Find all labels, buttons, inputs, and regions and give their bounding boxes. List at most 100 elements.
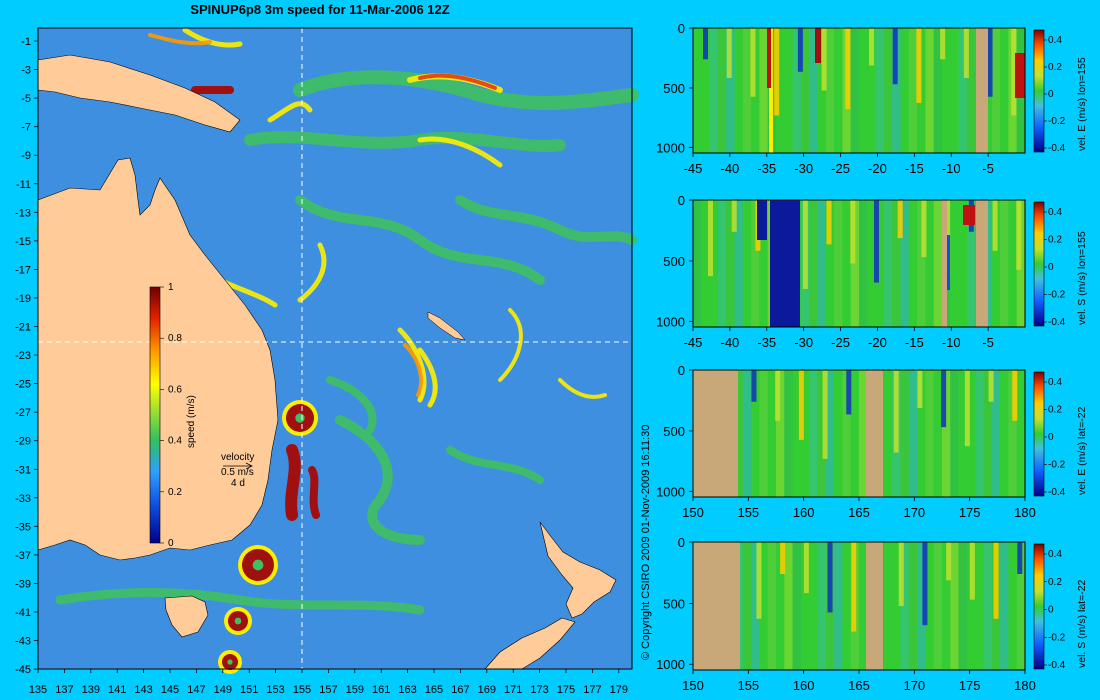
lat-tick-label: -25 [15,379,31,391]
speed-colorbar-tick: 0.4 [168,436,182,447]
speed-colorbar-tick: 1 [168,282,174,293]
section-panel-1: 0 500 1000 -45 -40 -35 -30 -25 -20 -15 -10 -5 0.4 0.2… [656,21,1088,176]
lat-tick-label: -21 [15,322,31,334]
bathymetry-mask [976,28,988,153]
lon-tick-label: 161 [372,684,390,696]
section-panel-2: 0 500 1000 -45 -40 -35 -30 -25 -20 -15 -10 -5 0.4 0.2… [656,193,1088,350]
velocity-colorbar [1033,371,1045,497]
velocity-key-value: 0.5 m/s [221,467,254,478]
map-frame [37,27,633,670]
speed-colorbar-tick: 0 [168,538,174,549]
lat-tick-label: -9 [21,150,31,162]
copyright-text: © Copyright CSIRO 2009 01-Nov-2009 16:11… [640,424,652,660]
section-x-tick-label: 160 [793,505,815,520]
speed-colorbar-tick: 0.2 [168,487,182,498]
section-panels: 0 500 1000 -45 -40 -35 -30 -25 -20 -15 -10 -5 0.4 0.2… [656,21,1088,693]
section-x-tick-label: -30 [794,161,813,176]
section-x-tick-label: -40 [720,335,739,350]
velocity-colorbar-tick: 0.4 [1048,549,1062,560]
lon-tick-label: 173 [530,684,548,696]
lat-tick-label: -43 [15,636,31,648]
lon-tick-label: 167 [451,684,469,696]
depth-tick-label: 1000 [656,657,685,672]
bathymetry-mask [866,542,883,670]
section-x-tick-label: 155 [737,505,759,520]
velocity-colorbar-tick: 0.4 [1048,207,1062,218]
longitude-ticks: 135 137 139 141 143 145 147 149 151 153 155 157 159 1… [29,669,628,696]
section-x-tick-label: 165 [848,678,870,693]
lon-tick-label: 175 [557,684,575,696]
section-x-tick-label: 175 [959,505,981,520]
lat-tick-label: -3 [21,65,31,77]
section-x-tick-label: -45 [684,335,703,350]
velocity-colorbar-tick: -0.2 [1048,116,1066,127]
velocity-key-arrowhead [245,462,253,470]
section-x-tick-label: 150 [682,505,704,520]
tasmania-land [164,595,209,638]
lat-tick-label: -7 [21,122,31,134]
velocity-colorbar-tick: -0.2 [1048,460,1066,471]
velocity-colorbar-tick: 0.2 [1048,405,1062,416]
bathymetry-mask [693,542,740,670]
section-x-tick-label: 175 [959,678,981,693]
lat-tick-label: -15 [15,236,31,248]
lon-tick-label: 137 [55,684,73,696]
lat-tick-label: -45 [15,664,31,676]
velocity-colorbar [1033,201,1045,327]
lon-tick-label: 145 [161,684,179,696]
lon-tick-label: 141 [108,684,126,696]
lon-tick-label: 155 [293,684,311,696]
velocity-colorbar-tick: -0.4 [1048,487,1066,498]
depth-tick-label: 500 [663,596,685,611]
lat-tick-label: -41 [15,607,31,619]
section-x-tick-label: 180 [1014,678,1036,693]
section-x-tick-label: -15 [905,161,924,176]
section-x-tick-label: -35 [757,161,776,176]
depth-tick-label: 500 [663,81,685,96]
section-x-tick-label: -5 [982,335,994,350]
velocity-colorbar-tick: 0.2 [1048,235,1062,246]
lon-tick-label: 151 [240,684,258,696]
speed-colorbar-tick: 0.8 [168,333,182,344]
section-x-tick-label: 165 [848,505,870,520]
lon-tick-label: 163 [398,684,416,696]
velocity-colorbar-tick: 0 [1048,262,1054,273]
depth-tick-label: 0 [678,21,685,36]
speed-colorbar [149,286,161,544]
section-x-tick-label: -5 [982,161,994,176]
section-x-tick-label: -25 [831,161,850,176]
lon-tick-label: 169 [478,684,496,696]
section-panel-3: 0 500 1000 150 155 160 165 170 175 180 0.4 0.2 0 -0.2… [656,363,1088,520]
depth-tick-label: 500 [663,424,685,439]
lat-tick-label: -33 [15,493,31,505]
depth-tick-label: 0 [678,363,685,378]
lat-tick-label: -27 [15,407,31,419]
velocity-colorbar-tick: -0.4 [1048,660,1066,671]
lon-tick-label: 179 [610,684,628,696]
section-x-tick-label: -15 [905,335,924,350]
bathymetry-mask [866,370,883,497]
speed-colorbar-label: speed (m/s) [186,395,197,448]
depth-tick-label: 0 [678,193,685,208]
lat-tick-label: -39 [15,578,31,590]
lon-tick-label: 139 [82,684,100,696]
lat-tick-label: -17 [15,264,31,276]
section-x-tick-label: -40 [720,161,739,176]
lon-tick-label: 177 [583,684,601,696]
velocity-colorbar-tick: 0 [1048,89,1054,100]
panel-frame [692,199,1026,328]
lat-tick-label: -35 [15,521,31,533]
section-x-tick-label: -20 [868,161,887,176]
lat-tick-label: -31 [15,464,31,476]
bathymetry-mask [942,200,947,327]
section-x-tick-label: -20 [868,335,887,350]
section-panel-4: 0 500 1000 150 155 160 165 170 175 180 0.4 0.2 0 -0.2… [656,535,1088,693]
panel-ylabel: vel. E (m/s) lon=155 [1076,57,1088,151]
depth-tick-label: 1000 [656,484,685,499]
section-x-tick-label: -30 [794,335,813,350]
velocity-colorbar-tick: 0.2 [1048,62,1062,73]
velocity-colorbar-tick: 0.2 [1048,577,1062,588]
velocity-colorbar-tick: 0 [1048,605,1054,616]
lon-tick-label: 159 [346,684,364,696]
